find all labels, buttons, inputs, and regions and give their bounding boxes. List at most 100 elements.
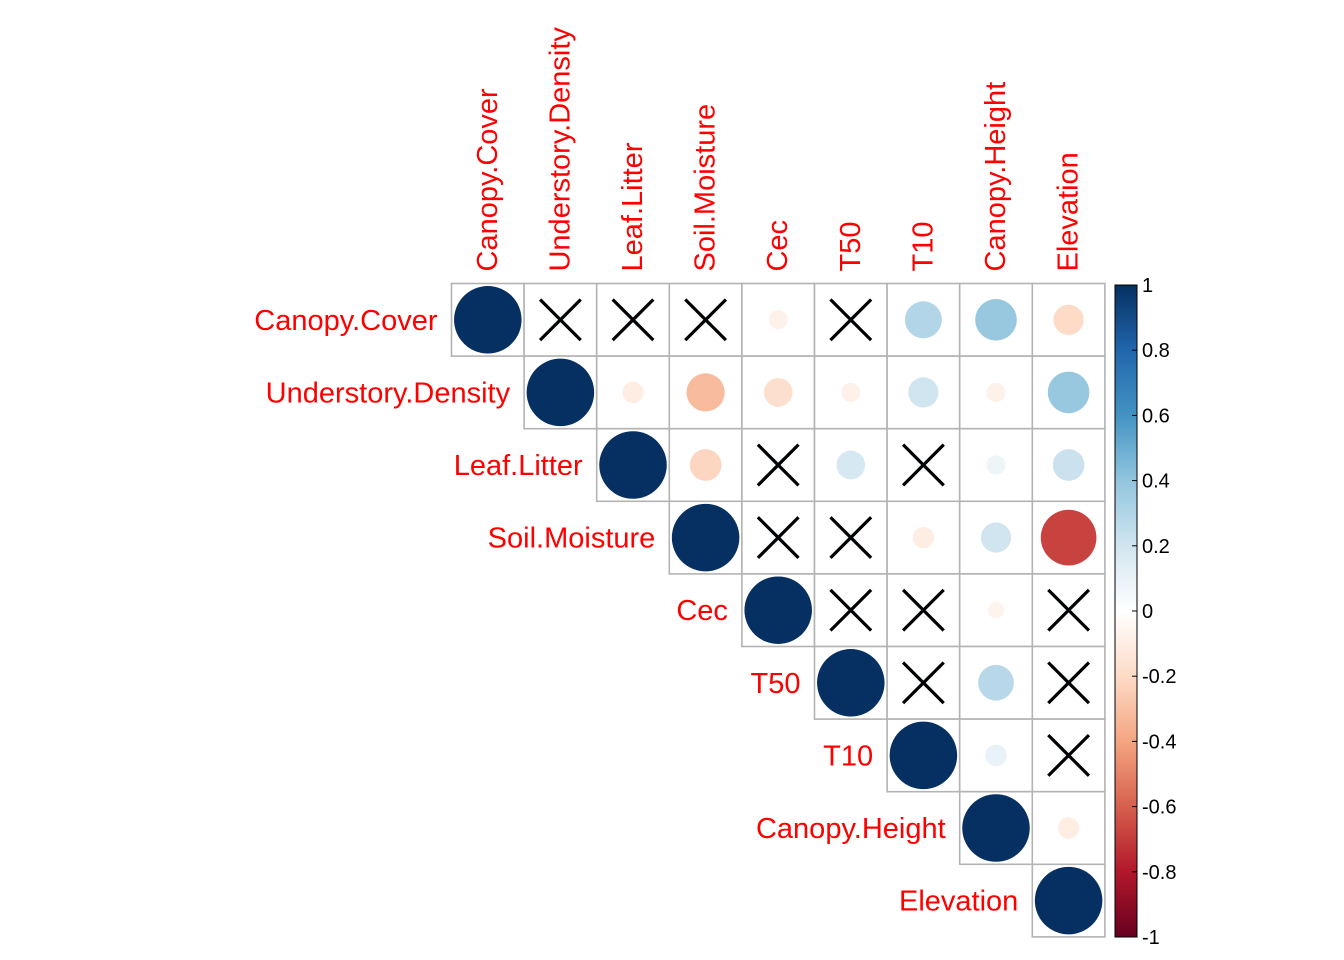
correlation-circle	[671, 503, 740, 572]
correlation-circle	[836, 450, 866, 480]
cell-t10-t10	[886, 718, 961, 793]
correlation-circle	[980, 522, 1012, 553]
correlation-circle	[454, 286, 522, 354]
colorbar-tick-label: -0.6	[1142, 797, 1176, 819]
cell-understory-density-canopy-height	[958, 355, 1034, 430]
insignificant-cross-icon	[901, 443, 945, 487]
cell-leaf-litter-soil-moisture	[668, 427, 743, 503]
insignificant-cross-icon	[611, 298, 655, 342]
cell-leaf-litter-t10	[886, 427, 961, 503]
correlation-circle	[1053, 304, 1084, 335]
correlation-circle	[985, 744, 1007, 767]
cell-canopy-cover-soil-moisture	[668, 282, 743, 357]
cell-cec-cec	[741, 573, 816, 648]
correlation-circle	[1047, 371, 1090, 414]
cell-canopy-cover-canopy-cover	[450, 282, 525, 357]
correlation-circle	[763, 378, 793, 407]
insignificant-cross-icon	[1047, 661, 1091, 705]
correlation-circle	[689, 449, 722, 481]
correlation-circle	[978, 664, 1014, 701]
column-label-leaf-litter: Leaf.Litter	[617, 142, 649, 271]
row-label-leaf-litter: Leaf.Litter	[454, 450, 583, 482]
row-label-soil-moisture: Soil.Moisture	[488, 523, 656, 555]
correlation-circle	[1057, 817, 1080, 839]
cell-t50-t10	[886, 645, 961, 720]
cell-understory-density-leaf-litter	[595, 355, 671, 430]
cell-t50-canopy-height	[958, 645, 1034, 720]
cell-cec-elevation	[1031, 573, 1106, 648]
correlation-circle	[904, 301, 942, 339]
cell-leaf-litter-t50	[813, 427, 888, 503]
cell-soil-moisture-elevation	[1031, 500, 1106, 575]
column-label-t50: T50	[835, 222, 867, 272]
cell-soil-moisture-canopy-height	[958, 500, 1034, 575]
insignificant-cross-icon	[756, 443, 800, 487]
colorbar-tick-label: 0	[1142, 601, 1153, 623]
row-label-cec: Cec	[676, 595, 728, 627]
cell-canopy-height-elevation	[1031, 790, 1106, 866]
correlation-circle	[686, 373, 725, 412]
colorbar-tick-label: -0.8	[1142, 862, 1176, 884]
insignificant-cross-icon	[901, 588, 945, 632]
cell-canopy-cover-t50	[813, 282, 888, 357]
cell-understory-density-understory-density	[523, 355, 598, 430]
cell-canopy-height-canopy-height	[958, 790, 1034, 866]
cell-border	[741, 500, 816, 575]
cell-leaf-litter-leaf-litter	[595, 427, 671, 503]
colorbar-tick-label: -0.4	[1142, 731, 1176, 753]
cell-leaf-litter-cec	[741, 427, 816, 503]
column-label-canopy-height: Canopy.Height	[980, 82, 1012, 272]
cell-soil-moisture-cec	[741, 500, 816, 575]
cell-understory-density-t50	[813, 355, 888, 430]
correlation-circle	[622, 381, 644, 404]
row-labels: Canopy.Cover Understory.Density Leaf.Litte…	[254, 305, 1018, 918]
colorbar-tick-label: 0.8	[1142, 340, 1170, 362]
insignificant-cross-icon	[1047, 733, 1091, 777]
insignificant-cross-icon	[829, 588, 873, 632]
cell-border	[1031, 573, 1106, 648]
cell-cec-t50	[813, 573, 888, 648]
cell-soil-moisture-t50	[813, 500, 888, 575]
insignificant-cross-icon	[538, 298, 582, 342]
colorbar-tick-label: 0.4	[1142, 471, 1170, 493]
colorbar-tick-label: 0.6	[1142, 405, 1170, 427]
correlation-cells	[450, 282, 1106, 938]
row-label-canopy-cover: Canopy.Cover	[254, 305, 438, 337]
cell-border	[958, 427, 1034, 503]
correlation-circle	[817, 649, 885, 717]
column-label-canopy-cover: Canopy.Cover	[472, 88, 504, 272]
insignificant-cross-icon	[1047, 588, 1091, 632]
cell-t10-canopy-height	[958, 718, 1034, 793]
correlation-circle	[962, 794, 1030, 862]
correlation-circle	[987, 601, 1005, 619]
correlation-circle	[986, 455, 1006, 475]
column-labels: Canopy.Cover Understory.Density Leaf.Litte…	[472, 27, 1085, 272]
insignificant-cross-icon	[829, 516, 873, 560]
cell-understory-density-cec	[741, 355, 816, 430]
cell-elevation-elevation	[1031, 863, 1106, 938]
cell-canopy-cover-understory-density	[523, 282, 598, 357]
row-label-t50: T50	[751, 668, 801, 700]
correlation-circle	[912, 526, 935, 549]
cell-soil-moisture-soil-moisture	[668, 500, 743, 575]
cell-canopy-cover-t10	[886, 282, 961, 357]
row-label-elevation: Elevation	[899, 886, 1018, 918]
correlation-circle	[841, 382, 861, 402]
row-label-canopy-height: Canopy.Height	[756, 813, 946, 845]
cell-canopy-cover-canopy-height	[958, 282, 1034, 357]
colorbar-tick-label: -1	[1142, 927, 1160, 949]
correlation-circle	[744, 576, 812, 644]
correlation-circle	[768, 310, 788, 330]
cell-understory-density-elevation	[1031, 355, 1106, 430]
correlation-circle	[1052, 449, 1085, 481]
column-label-cec: Cec	[762, 220, 794, 272]
insignificant-cross-icon	[901, 661, 945, 705]
cell-understory-density-t10	[886, 355, 961, 430]
row-label-understory-density: Understory.Density	[266, 377, 511, 409]
row-label-t10: T10	[823, 740, 873, 772]
insignificant-cross-icon	[756, 516, 800, 560]
cell-canopy-cover-cec	[741, 282, 816, 357]
insignificant-cross-icon	[829, 298, 873, 342]
cell-t50-elevation	[1031, 645, 1106, 720]
